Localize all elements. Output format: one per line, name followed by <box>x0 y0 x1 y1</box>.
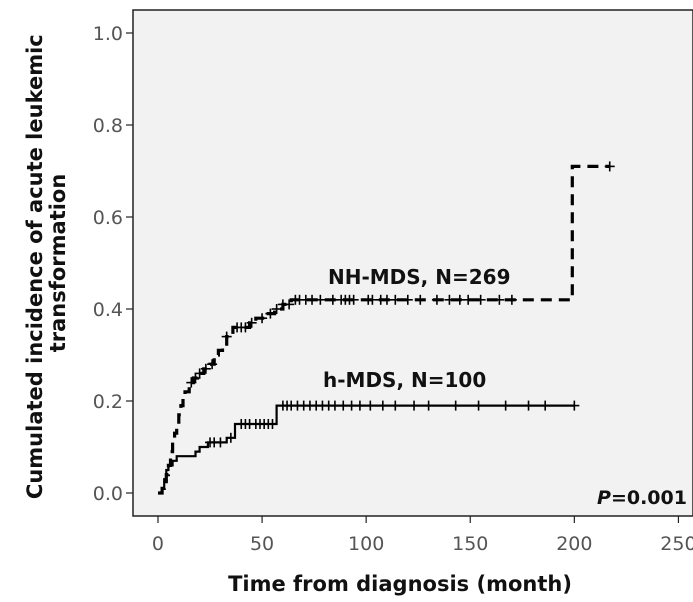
censor-mark-nh-mds <box>194 368 205 379</box>
censor-mark-nh-mds <box>221 331 232 342</box>
censor-mark-h-mds <box>409 400 420 411</box>
p-value-number: =0.001 <box>611 487 687 509</box>
series-lines <box>158 161 615 495</box>
censor-mark-h-mds <box>354 400 365 411</box>
censor-mark-nh-mds <box>246 317 257 328</box>
censor-mark-h-mds <box>377 400 388 411</box>
censor-mark-nh-mds <box>284 299 295 310</box>
censor-mark-h-mds <box>540 400 551 411</box>
y-tick-label: 0.2 <box>93 391 123 413</box>
censor-mark-nh-mds <box>257 313 268 324</box>
censor-mark-h-mds <box>267 419 278 429</box>
censor-mark-nh-mds <box>240 322 251 333</box>
censor-mark-h-mds <box>365 400 376 411</box>
x-tick-label: 250 <box>660 533 693 555</box>
censor-mark-h-mds <box>450 400 461 411</box>
censor-mark-nh-mds <box>186 377 197 388</box>
censor-mark-nh-mds <box>444 294 455 305</box>
censor-mark-nh-mds <box>390 294 401 305</box>
x-tick-label: 50 <box>250 533 274 555</box>
censor-mark-h-mds <box>500 400 511 411</box>
p-value: P=0.001 <box>597 487 687 509</box>
censor-mark-nh-mds <box>265 308 276 319</box>
censor-mark-nh-mds <box>315 294 326 305</box>
y-tick-label: 0.6 <box>93 207 123 229</box>
censor-mark-nh-mds <box>431 294 442 305</box>
censor-mark-h-mds <box>523 400 534 411</box>
censor-mark-nh-mds <box>271 304 282 314</box>
y-axis-title-line-2: transformation <box>46 174 70 353</box>
y-tick-label: 0.8 <box>93 115 123 137</box>
censor-mark-nh-mds <box>200 363 211 374</box>
censor-mark-h-mds <box>569 400 580 411</box>
x-tick-label: 150 <box>452 533 488 555</box>
y-tick-label: 0.0 <box>93 483 123 505</box>
y-axis-title: Cumulated incidence of acute leukemic tr… <box>23 27 70 499</box>
censor-mark-nh-mds <box>604 161 615 172</box>
censor-mark-nh-mds <box>494 294 505 305</box>
x-axis: 0 50 100 150 200 250 <box>152 516 693 555</box>
p-value-prefix: P <box>597 487 611 509</box>
censor-mark-nh-mds <box>415 294 426 305</box>
x-tick-label: 100 <box>348 533 384 555</box>
censor-mark-nh-mds <box>348 294 359 305</box>
y-axis: 0.0 0.2 0.4 0.6 0.8 1.0 <box>93 23 133 505</box>
y-tick-label: 0.4 <box>93 299 123 321</box>
censor-mark-nh-mds <box>402 294 413 305</box>
censor-mark-nh-mds <box>190 373 201 383</box>
x-axis-title: Time from diagnosis (month) <box>228 572 572 596</box>
series-label-h-mds: h-MDS, N=100 <box>323 368 486 392</box>
censor-mark-h-mds <box>390 400 401 411</box>
censor-mark-nh-mds <box>506 294 517 305</box>
x-tick-label: 200 <box>556 533 592 555</box>
x-tick-label: 0 <box>152 533 164 555</box>
censor-mark-h-mds <box>215 437 226 448</box>
series-label-nh-mds: NH-MDS, N=269 <box>328 265 511 289</box>
censor-mark-h-mds <box>225 432 236 443</box>
censor-mark-nh-mds <box>463 294 474 305</box>
plot-area <box>132 9 693 517</box>
censor-mark-nh-mds <box>207 359 218 370</box>
y-axis-title-line-1: Cumulated incidence of acute leukemic <box>23 34 47 499</box>
censor-mark-nh-mds <box>475 294 486 305</box>
censor-mark-h-mds <box>473 400 484 411</box>
censor-mark-h-mds <box>423 400 434 411</box>
y-tick-label: 1.0 <box>93 23 123 45</box>
